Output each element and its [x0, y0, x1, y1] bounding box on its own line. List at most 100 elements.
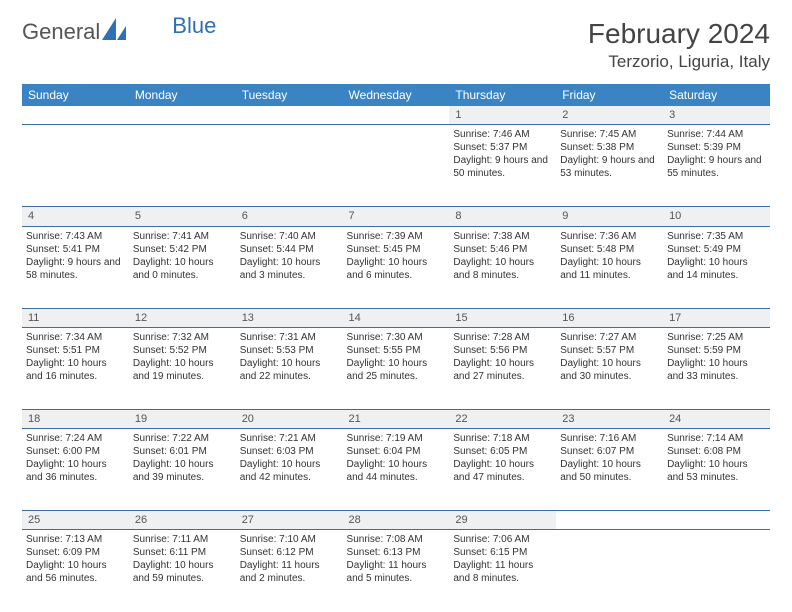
- day-cell: Sunrise: 7:25 AMSunset: 5:59 PMDaylight:…: [663, 327, 770, 409]
- day-number: 3: [663, 106, 770, 125]
- sunrise-text: Sunrise: 7:22 AM: [133, 432, 232, 445]
- weekday-header: Thursday: [449, 84, 556, 106]
- sunrise-text: Sunrise: 7:11 AM: [133, 533, 232, 546]
- sunset-text: Sunset: 5:45 PM: [347, 243, 446, 256]
- day-content-row: Sunrise: 7:43 AMSunset: 5:41 PMDaylight:…: [22, 226, 770, 308]
- sunrise-text: Sunrise: 7:31 AM: [240, 331, 339, 344]
- sunrise-text: Sunrise: 7:39 AM: [347, 230, 446, 243]
- day-number: 19: [129, 409, 236, 428]
- daylight-text: Daylight: 9 hours and 55 minutes.: [667, 154, 766, 180]
- weekday-header: Friday: [556, 84, 663, 106]
- sunrise-text: Sunrise: 7:43 AM: [26, 230, 125, 243]
- daylight-text: Daylight: 10 hours and 56 minutes.: [26, 559, 125, 585]
- sunset-text: Sunset: 5:56 PM: [453, 344, 552, 357]
- day-cell: Sunrise: 7:08 AMSunset: 6:13 PMDaylight:…: [343, 530, 450, 612]
- day-cell: Sunrise: 7:21 AMSunset: 6:03 PMDaylight:…: [236, 429, 343, 511]
- sunset-text: Sunset: 6:11 PM: [133, 546, 232, 559]
- daylight-text: Daylight: 10 hours and 53 minutes.: [667, 458, 766, 484]
- day-number: 4: [22, 207, 129, 226]
- sunrise-text: Sunrise: 7:21 AM: [240, 432, 339, 445]
- day-number: 28: [343, 511, 450, 530]
- day-cell: [343, 125, 450, 207]
- day-number: [556, 511, 663, 530]
- sunset-text: Sunset: 6:08 PM: [667, 445, 766, 458]
- day-number: 21: [343, 409, 450, 428]
- day-number: 8: [449, 207, 556, 226]
- sunrise-text: Sunrise: 7:13 AM: [26, 533, 125, 546]
- day-number: [343, 106, 450, 125]
- day-content-row: Sunrise: 7:34 AMSunset: 5:51 PMDaylight:…: [22, 327, 770, 409]
- logo: General Blue: [22, 18, 216, 46]
- day-cell: Sunrise: 7:14 AMSunset: 6:08 PMDaylight:…: [663, 429, 770, 511]
- daylight-text: Daylight: 9 hours and 53 minutes.: [560, 154, 659, 180]
- day-number: 9: [556, 207, 663, 226]
- weekday-header-row: SundayMondayTuesdayWednesdayThursdayFrid…: [22, 84, 770, 106]
- daylight-text: Daylight: 10 hours and 27 minutes.: [453, 357, 552, 383]
- day-content-row: Sunrise: 7:13 AMSunset: 6:09 PMDaylight:…: [22, 530, 770, 612]
- daylight-text: Daylight: 11 hours and 8 minutes.: [453, 559, 552, 585]
- sunrise-text: Sunrise: 7:08 AM: [347, 533, 446, 546]
- logo-text-1: General: [22, 19, 100, 45]
- calendar-table: SundayMondayTuesdayWednesdayThursdayFrid…: [22, 84, 770, 612]
- day-cell: [663, 530, 770, 612]
- sunset-text: Sunset: 6:13 PM: [347, 546, 446, 559]
- day-cell: [129, 125, 236, 207]
- daylight-text: Daylight: 10 hours and 44 minutes.: [347, 458, 446, 484]
- daylight-text: Daylight: 10 hours and 33 minutes.: [667, 357, 766, 383]
- sunset-text: Sunset: 6:15 PM: [453, 546, 552, 559]
- weekday-header: Monday: [129, 84, 236, 106]
- day-number: [663, 511, 770, 530]
- day-cell: Sunrise: 7:41 AMSunset: 5:42 PMDaylight:…: [129, 226, 236, 308]
- day-cell: Sunrise: 7:24 AMSunset: 6:00 PMDaylight:…: [22, 429, 129, 511]
- day-number-row: 45678910: [22, 207, 770, 226]
- day-cell: Sunrise: 7:30 AMSunset: 5:55 PMDaylight:…: [343, 327, 450, 409]
- daylight-text: Daylight: 10 hours and 30 minutes.: [560, 357, 659, 383]
- daylight-text: Daylight: 10 hours and 14 minutes.: [667, 256, 766, 282]
- day-cell: Sunrise: 7:35 AMSunset: 5:49 PMDaylight:…: [663, 226, 770, 308]
- day-cell: Sunrise: 7:46 AMSunset: 5:37 PMDaylight:…: [449, 125, 556, 207]
- daylight-text: Daylight: 9 hours and 50 minutes.: [453, 154, 552, 180]
- day-cell: Sunrise: 7:38 AMSunset: 5:46 PMDaylight:…: [449, 226, 556, 308]
- sunset-text: Sunset: 6:03 PM: [240, 445, 339, 458]
- weekday-header: Saturday: [663, 84, 770, 106]
- day-number: 15: [449, 308, 556, 327]
- weekday-header: Sunday: [22, 84, 129, 106]
- day-number: 7: [343, 207, 450, 226]
- day-number: 27: [236, 511, 343, 530]
- day-cell: Sunrise: 7:22 AMSunset: 6:01 PMDaylight:…: [129, 429, 236, 511]
- day-number: 17: [663, 308, 770, 327]
- day-number: 14: [343, 308, 450, 327]
- daylight-text: Daylight: 10 hours and 3 minutes.: [240, 256, 339, 282]
- day-number: [129, 106, 236, 125]
- day-number: 18: [22, 409, 129, 428]
- sunrise-text: Sunrise: 7:25 AM: [667, 331, 766, 344]
- sunset-text: Sunset: 6:07 PM: [560, 445, 659, 458]
- weekday-header: Wednesday: [343, 84, 450, 106]
- sunset-text: Sunset: 5:53 PM: [240, 344, 339, 357]
- day-cell: Sunrise: 7:36 AMSunset: 5:48 PMDaylight:…: [556, 226, 663, 308]
- daylight-text: Daylight: 10 hours and 22 minutes.: [240, 357, 339, 383]
- day-content-row: Sunrise: 7:24 AMSunset: 6:00 PMDaylight:…: [22, 429, 770, 511]
- day-number-row: 123: [22, 106, 770, 125]
- day-number: 29: [449, 511, 556, 530]
- daylight-text: Daylight: 10 hours and 36 minutes.: [26, 458, 125, 484]
- day-number: 26: [129, 511, 236, 530]
- day-number: 10: [663, 207, 770, 226]
- sunrise-text: Sunrise: 7:10 AM: [240, 533, 339, 546]
- day-cell: Sunrise: 7:06 AMSunset: 6:15 PMDaylight:…: [449, 530, 556, 612]
- day-number: 12: [129, 308, 236, 327]
- sunrise-text: Sunrise: 7:35 AM: [667, 230, 766, 243]
- sunrise-text: Sunrise: 7:45 AM: [560, 128, 659, 141]
- day-number: [236, 106, 343, 125]
- day-number: 20: [236, 409, 343, 428]
- day-number: 22: [449, 409, 556, 428]
- page-title: February 2024: [588, 18, 770, 50]
- sunset-text: Sunset: 6:04 PM: [347, 445, 446, 458]
- sunset-text: Sunset: 6:01 PM: [133, 445, 232, 458]
- sunrise-text: Sunrise: 7:40 AM: [240, 230, 339, 243]
- day-cell: [556, 530, 663, 612]
- day-cell: Sunrise: 7:44 AMSunset: 5:39 PMDaylight:…: [663, 125, 770, 207]
- sunset-text: Sunset: 5:59 PM: [667, 344, 766, 357]
- day-cell: Sunrise: 7:11 AMSunset: 6:11 PMDaylight:…: [129, 530, 236, 612]
- sunrise-text: Sunrise: 7:46 AM: [453, 128, 552, 141]
